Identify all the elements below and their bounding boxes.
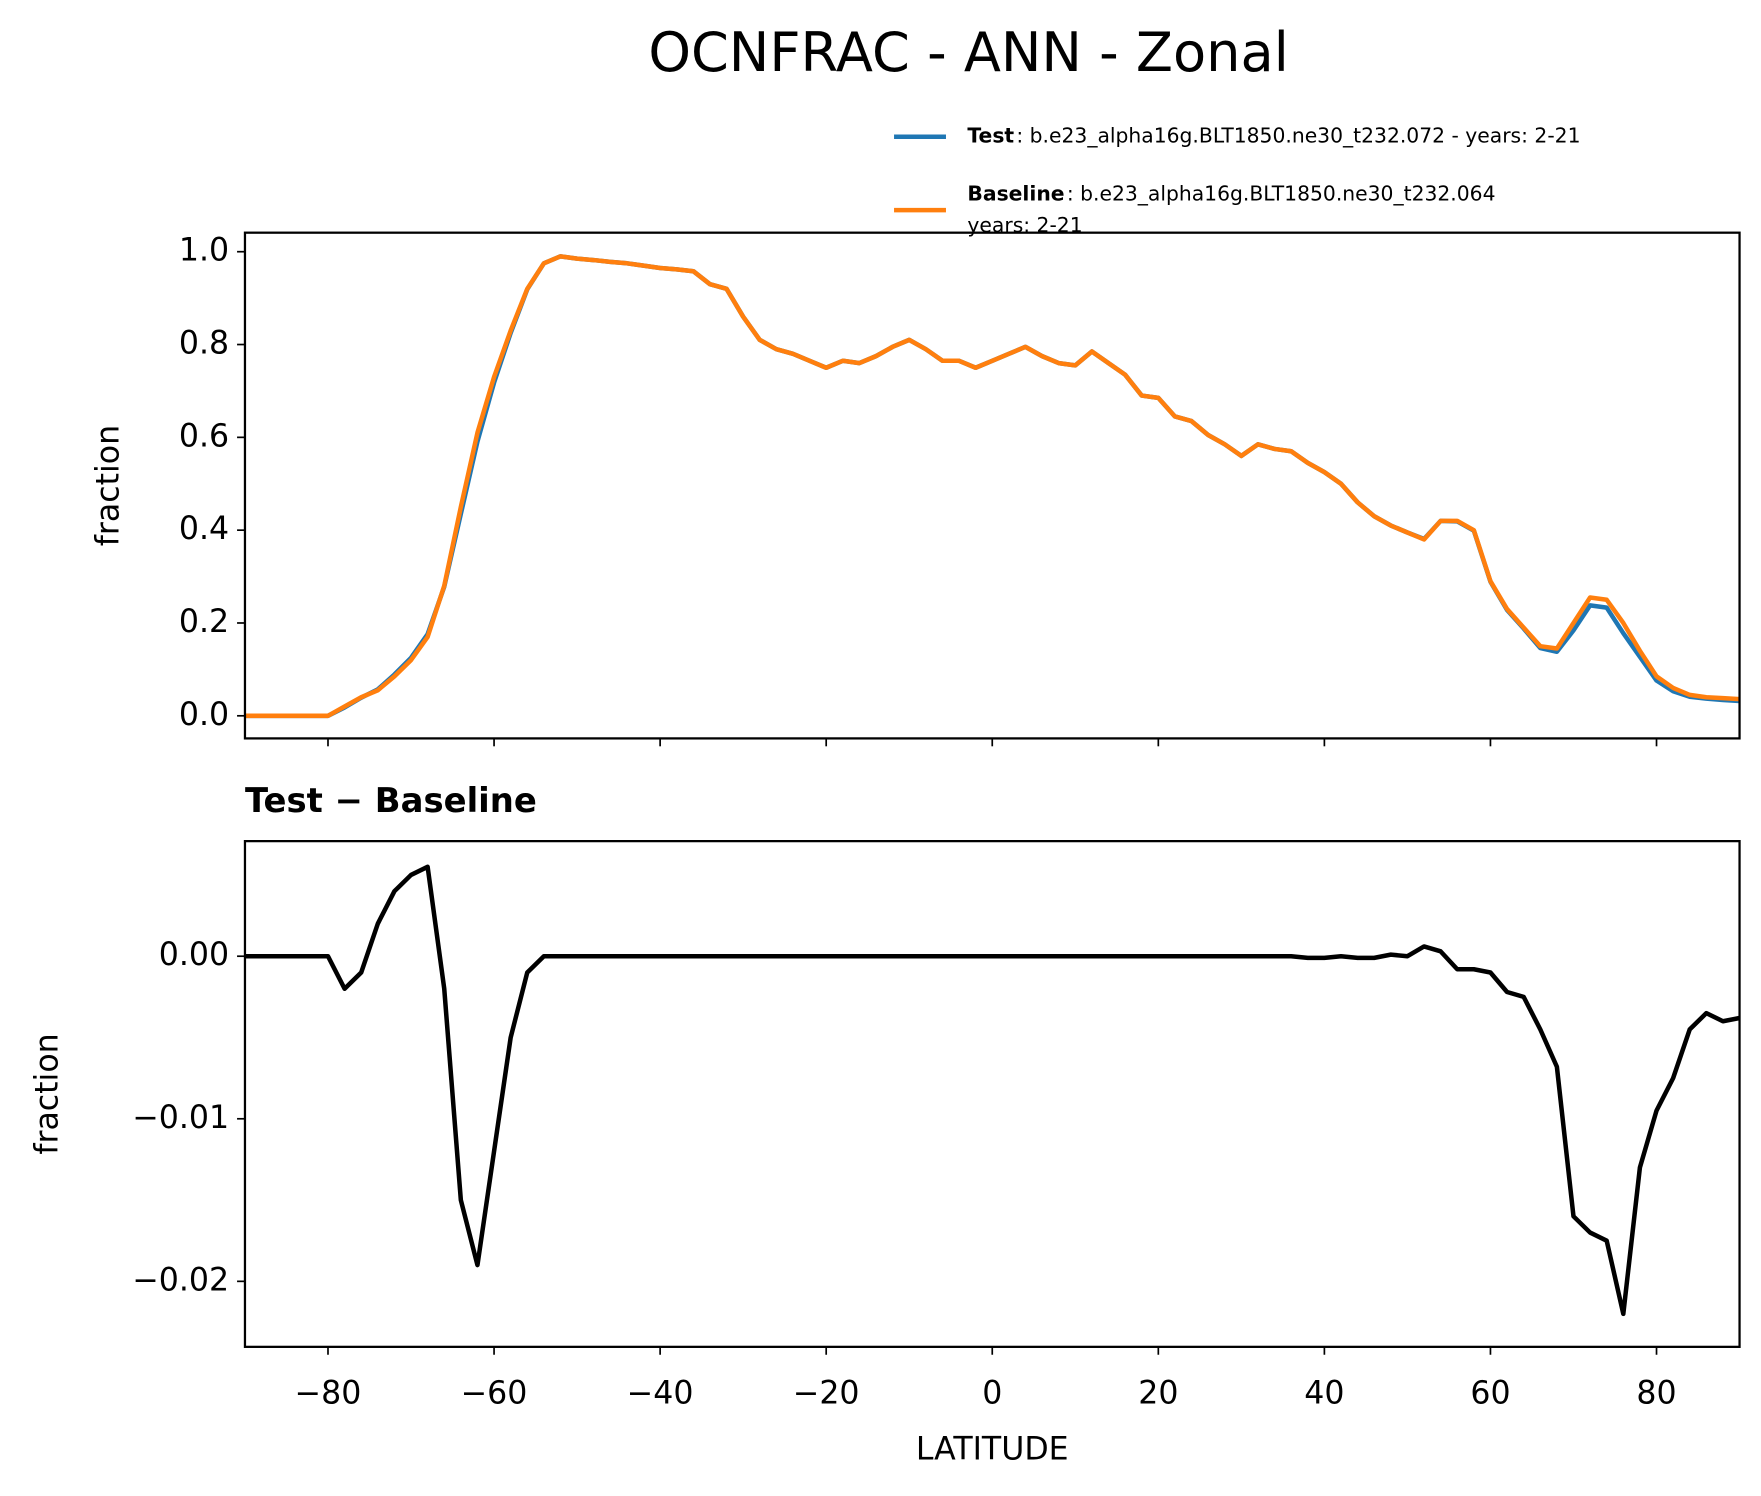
legend-label: Test xyxy=(967,124,1014,148)
legend-description: : b.e23_alpha16g.BLT1850.ne30_t232.072 -… xyxy=(1016,124,1580,149)
y-axis-label: fraction xyxy=(90,425,126,546)
chart-title: OCNFRAC - ANN - Zonal xyxy=(648,21,1288,84)
x-tick-label: 20 xyxy=(1138,1375,1178,1411)
y-tick-label: −0.02 xyxy=(132,1262,229,1298)
y-tick-label: 0.4 xyxy=(179,511,229,547)
y-tick-label: 0.8 xyxy=(179,326,229,362)
axes-frame xyxy=(243,231,1741,740)
y-tick-label: −0.01 xyxy=(132,1100,229,1136)
y-tick-label: 0.6 xyxy=(179,418,229,454)
y-axis-label: fraction xyxy=(30,1033,66,1154)
axes-frame xyxy=(243,840,1741,1348)
x-tick-label: 80 xyxy=(1636,1375,1676,1411)
legend-description: : b.e23_alpha16g.BLT1850.ne30_t232.064 xyxy=(1067,181,1496,206)
data-line xyxy=(244,254,1740,719)
y-tick-label: 0.2 xyxy=(179,604,229,640)
chart-title: Test − Baseline xyxy=(245,781,537,820)
x-tick-label: −40 xyxy=(627,1375,694,1411)
x-axis-label: LATITUDE xyxy=(916,1432,1069,1468)
x-tick-label: −60 xyxy=(461,1375,528,1411)
legend-label: Baseline xyxy=(967,181,1064,205)
x-tick-label: −80 xyxy=(295,1375,362,1411)
x-tick-label: 60 xyxy=(1470,1375,1510,1411)
x-tick-label: −20 xyxy=(793,1375,860,1411)
y-tick-label: 0.0 xyxy=(179,697,229,733)
legend-description: years: 2-21 xyxy=(967,213,1082,237)
y-tick-label: 1.0 xyxy=(179,233,229,269)
x-tick-label: 0 xyxy=(982,1375,1002,1411)
data-line xyxy=(244,864,1740,1317)
x-tick-label: 40 xyxy=(1304,1375,1344,1411)
y-tick-label: 0.00 xyxy=(159,937,229,973)
